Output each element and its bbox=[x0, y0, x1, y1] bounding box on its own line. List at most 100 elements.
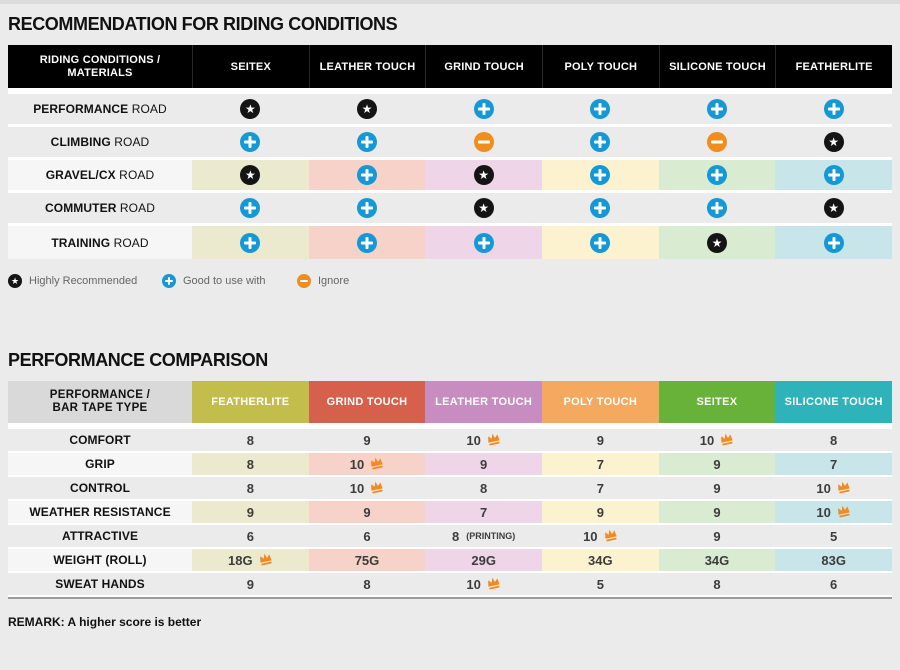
performance-value-cell: 9 bbox=[541, 429, 659, 451]
riding-mark-cell bbox=[775, 193, 892, 223]
performance-column-header: POLY TOUCH bbox=[541, 381, 659, 423]
riding-table-row: PERFORMANCE ROAD bbox=[8, 94, 892, 127]
riding-mark-cell bbox=[308, 127, 426, 157]
performance-table-row: CONTROL 8 10 8 7 9 10 bbox=[8, 477, 892, 501]
riding-mark-cell bbox=[192, 127, 309, 157]
score-value: 9 bbox=[246, 504, 254, 520]
plus-icon bbox=[473, 232, 494, 253]
riding-mark-cell bbox=[541, 226, 659, 259]
legend: Highly Recommended Good to use with Igno… bbox=[8, 274, 900, 288]
riding-mark-cell bbox=[425, 160, 542, 190]
crown-icon bbox=[371, 457, 383, 470]
riding-conditions-table: RIDING CONDITIONS / MATERIALS SEITEX LEAT… bbox=[8, 45, 892, 259]
riding-column-header: SEITEX bbox=[192, 45, 309, 88]
riding-mark-cell bbox=[541, 94, 659, 124]
performance-value-cell: 10 bbox=[308, 453, 426, 475]
riding-header-separator bbox=[8, 88, 892, 94]
performance-value-cell: 8 bbox=[775, 429, 892, 451]
crown-icon bbox=[604, 529, 617, 542]
riding-header-label-line2: MATERIALS bbox=[67, 66, 133, 79]
score-value: 7 bbox=[596, 480, 604, 496]
riding-mark-cell bbox=[658, 94, 776, 124]
performance-header-label-line1: PERFORMANCE / bbox=[49, 389, 151, 401]
plus-icon bbox=[823, 99, 844, 119]
performance-value-cell: 10 bbox=[425, 429, 542, 451]
riding-mark-cell bbox=[775, 127, 892, 157]
riding-table-row: CLIMBING ROAD bbox=[8, 127, 892, 160]
minus-icon bbox=[473, 132, 494, 152]
score-value: 6 bbox=[246, 528, 254, 544]
performance-value-cell: 9 bbox=[308, 501, 426, 523]
riding-mark-cell bbox=[541, 160, 659, 190]
score-value: 9 bbox=[713, 528, 721, 544]
riding-mark-cell bbox=[425, 193, 542, 223]
performance-value-cell: 9 bbox=[308, 429, 426, 451]
performance-value-cell: 8 bbox=[658, 573, 776, 595]
riding-mark-cell bbox=[541, 127, 659, 157]
performance-value-cell: 7 bbox=[541, 453, 659, 475]
performance-value-cell: 6 bbox=[775, 573, 892, 595]
riding-mark-cell bbox=[425, 94, 542, 124]
performance-value-cell: 8 bbox=[192, 453, 309, 475]
performance-value-cell: 75G bbox=[308, 549, 426, 571]
riding-mark-cell bbox=[308, 193, 426, 223]
riding-column-header: GRIND TOUCH bbox=[425, 45, 542, 88]
performance-table-row: WEIGHT (ROLL) 18G 75G 29G 34G 34G 83G bbox=[8, 549, 892, 573]
performance-table: PERFORMANCE / BAR TAPE TYPE FEATHERLITE G… bbox=[8, 381, 892, 599]
performance-header-label-line2: BAR TAPE TYPE bbox=[52, 402, 148, 414]
riding-mark-cell bbox=[308, 160, 426, 190]
performance-row-label: ATTRACTIVE bbox=[8, 525, 192, 547]
performance-column-header: FEATHERLITE bbox=[192, 381, 309, 423]
score-value: 8 bbox=[830, 432, 838, 448]
performance-bottom-line bbox=[8, 597, 892, 599]
performance-value-cell: 10 bbox=[775, 501, 892, 523]
performance-column-header: SEITEX bbox=[658, 381, 776, 423]
score-value: 10 bbox=[349, 480, 365, 496]
riding-mark-cell bbox=[658, 127, 776, 157]
riding-mark-cell bbox=[192, 94, 309, 124]
score-value: 8 bbox=[246, 432, 254, 448]
performance-table-body: COMFORT 8 9 10 9 10 8 GRIP 8 10 9 7 9 7 CONTROL 8 10 8 7 9 1… bbox=[8, 429, 892, 597]
performance-column-header: LEATHER TOUCH bbox=[425, 381, 542, 423]
score-value: 9 bbox=[480, 456, 488, 472]
plus-icon bbox=[240, 198, 261, 218]
riding-mark-cell bbox=[192, 193, 309, 223]
performance-header-separator bbox=[8, 423, 892, 429]
score-value: 5 bbox=[830, 528, 838, 544]
performance-value-cell: 5 bbox=[541, 573, 659, 595]
score-value: 7 bbox=[480, 504, 488, 520]
minus-icon bbox=[297, 274, 311, 288]
score-value: 9 bbox=[596, 504, 604, 520]
plus-icon bbox=[706, 99, 727, 119]
score-value: 8 bbox=[480, 480, 488, 496]
score-value: 10 bbox=[816, 480, 831, 496]
performance-value-cell: 9 bbox=[192, 573, 309, 595]
score-value: 8 bbox=[363, 576, 371, 592]
performance-header-label: PERFORMANCE / BAR TAPE TYPE bbox=[8, 381, 192, 423]
performance-value-cell: 10 bbox=[658, 429, 776, 451]
plus-icon bbox=[823, 232, 844, 253]
performance-header-row: PERFORMANCE / BAR TAPE TYPE FEATHERLITE G… bbox=[8, 381, 892, 423]
star-icon bbox=[823, 198, 844, 218]
performance-comparison-title: PERFORMANCE COMPARISON bbox=[8, 350, 268, 370]
plus-icon bbox=[823, 165, 844, 185]
riding-column-header: SILICONE TOUCH bbox=[658, 45, 776, 88]
performance-table-row: GRIP 8 10 9 7 9 7 bbox=[8, 453, 892, 477]
legend-item-highly-recommended: Highly Recommended bbox=[8, 274, 145, 288]
performance-table-row: SWEAT HANDS 9 8 10 5 8 6 bbox=[8, 573, 892, 597]
minus-icon bbox=[706, 132, 727, 152]
plus-icon bbox=[706, 198, 727, 218]
riding-mark-cell bbox=[775, 160, 892, 190]
performance-value-cell: 8 bbox=[192, 477, 309, 499]
star-icon bbox=[8, 274, 22, 288]
performance-row-label: CONTROL bbox=[8, 477, 192, 499]
performance-value-cell: 7 bbox=[541, 477, 659, 499]
riding-table-row: COMMUTER ROAD bbox=[8, 193, 892, 226]
score-value: 75G bbox=[354, 552, 380, 568]
performance-value-cell: 9 bbox=[425, 453, 542, 475]
score-value: 10 bbox=[466, 432, 481, 448]
riding-mark-cell bbox=[658, 193, 776, 223]
riding-conditions-title: RECOMMENDATION FOR RIDING CONDITIONS bbox=[8, 14, 398, 34]
score-value: 7 bbox=[830, 456, 838, 472]
star-icon bbox=[823, 132, 844, 152]
